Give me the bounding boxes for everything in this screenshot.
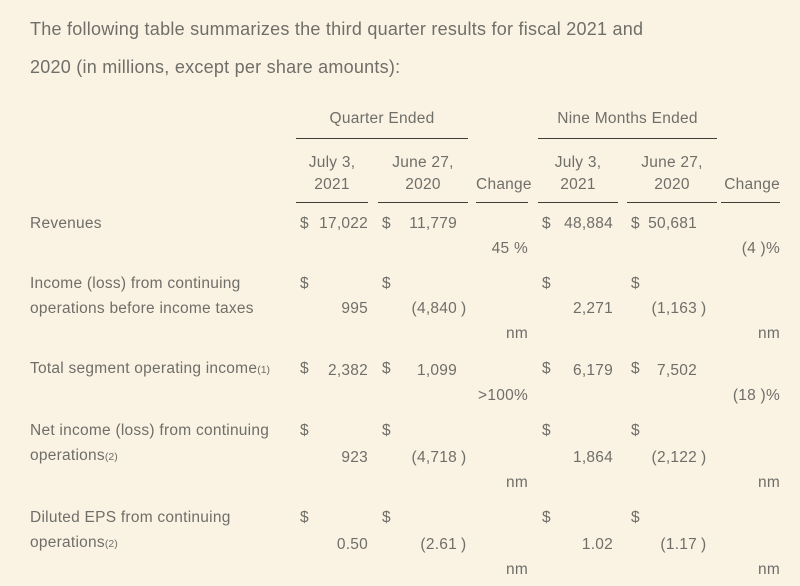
row-label: Income (loss) from continuing operations …: [30, 275, 254, 317]
change-value: nm: [505, 561, 528, 578]
close-paren: ): [461, 300, 467, 317]
nine-months-ended-group-header: Nine Months Ended: [557, 110, 698, 127]
change-value: nm: [505, 474, 528, 491]
close-paren: ): [701, 300, 707, 317]
column-header-rules: [30, 202, 780, 203]
footnote-marker: (2): [104, 451, 118, 463]
amount-value: 2,382: [327, 362, 368, 379]
change-value: 45 %: [491, 240, 528, 257]
footnote-marker: (2): [104, 538, 118, 550]
quarter-ended-rule: [296, 138, 468, 139]
group-header-rules: [30, 138, 780, 139]
change-value: >100%: [478, 387, 528, 404]
dollar-sign: $: [300, 275, 309, 292]
row-label: Diluted EPS from continuing operations(2): [30, 509, 231, 551]
change-value: (4 )%: [741, 240, 780, 257]
amount-value: 7,502: [656, 362, 697, 379]
dollar-sign: $: [542, 360, 551, 377]
col-rule: [627, 202, 717, 203]
dollar-sign: $: [382, 275, 391, 292]
col-rule: [476, 202, 528, 203]
change-value: nm: [757, 325, 780, 342]
group-header-row: Quarter Ended Nine Months Ended: [30, 110, 780, 128]
close-paren: ): [461, 536, 467, 553]
amount-value: 11,779: [409, 215, 457, 232]
table-row: Revenues $17,022 $11,779 $48,884 $50,681 45 %…: [30, 211, 780, 261]
dollar-sign: $: [542, 422, 551, 439]
close-paren: ): [701, 536, 707, 553]
col-rule: [378, 202, 468, 203]
dollar-sign: $: [631, 215, 640, 232]
amount-value: 48,884: [564, 215, 613, 232]
close-paren: ): [701, 449, 707, 466]
dollar-sign: $: [300, 422, 309, 439]
amount-value: 995: [341, 300, 368, 317]
intro-line-1: The following table summarizes the third…: [30, 19, 644, 39]
dollar-sign: $: [382, 509, 391, 526]
column-header-row: July 3, 2021 June 27, 2020 Change July 3…: [30, 152, 780, 196]
amount-value: (4,840: [411, 300, 457, 317]
change-value: nm: [757, 561, 780, 578]
col-rule: [538, 202, 618, 203]
amount-value: 50,681: [648, 215, 697, 232]
col-header-quarter-2020: June 27, 2020: [392, 154, 454, 193]
amount-value: 1,099: [416, 362, 457, 379]
financial-results-table: Quarter Ended Nine Months Ended July 3, …: [30, 110, 780, 586]
row-label: Net income (loss) from continuing operati…: [30, 422, 270, 464]
col-rule: [296, 202, 368, 203]
dollar-sign: $: [300, 215, 309, 232]
change-value: (18 )%: [732, 387, 780, 404]
table-body: Revenues $17,022 $11,779 $48,884 $50,681 45 %…: [30, 211, 780, 586]
amount-value: 17,022: [319, 215, 368, 232]
col-header-quarter-change: Change: [476, 176, 532, 193]
nine-months-ended-rule: [538, 138, 717, 139]
dollar-sign: $: [631, 422, 640, 439]
table-row: Diluted EPS from continuing operations(2)…: [30, 505, 780, 582]
dollar-sign: $: [542, 509, 551, 526]
amount-value: 1,864: [572, 449, 613, 466]
change-value: nm: [757, 474, 780, 491]
change-value: nm: [505, 325, 528, 342]
close-paren: ): [461, 449, 467, 466]
table-row: Net income (loss) from continuing operati…: [30, 418, 780, 495]
amount-value: 923: [341, 449, 368, 466]
dollar-sign: $: [542, 215, 551, 232]
dollar-sign: $: [631, 360, 640, 377]
dollar-sign: $: [542, 275, 551, 292]
amount-value: 2,271: [572, 300, 613, 317]
amount-value: (4,718: [411, 449, 457, 466]
col-rule: [721, 202, 780, 203]
amount-value: 6,179: [572, 362, 613, 379]
table-row: Total segment operating income(1) $2,382 $…: [30, 356, 780, 408]
amount-value: 1.02: [581, 536, 613, 553]
col-header-nine-months-change: Change: [724, 176, 780, 193]
footnote-marker: (1): [257, 364, 271, 376]
dollar-sign: $: [300, 509, 309, 526]
dollar-sign: $: [382, 360, 391, 377]
dollar-sign: $: [300, 360, 309, 377]
amount-value: (2,122: [651, 449, 697, 466]
col-header-quarter-2021: July 3, 2021: [308, 154, 356, 193]
intro-text: The following table summarizes the third…: [30, 10, 775, 86]
amount-value: (2.61: [420, 536, 457, 553]
row-label: Total segment operating income(1): [30, 360, 271, 377]
row-label: Revenues: [30, 215, 102, 232]
dollar-sign: $: [382, 215, 391, 232]
dollar-sign: $: [631, 509, 640, 526]
amount-value: (1.17: [660, 536, 697, 553]
table-row: Income (loss) from continuing operations …: [30, 271, 780, 346]
dollar-sign: $: [382, 422, 391, 439]
col-header-nine-months-2021: July 3, 2021: [554, 154, 602, 193]
amount-value: 0.50: [336, 536, 368, 553]
quarter-ended-group-header: Quarter Ended: [329, 110, 435, 127]
intro-line-2: 2020 (in millions, except per share amou…: [30, 57, 401, 77]
col-header-nine-months-2020: June 27, 2020: [641, 154, 703, 193]
amount-value: (1,163: [651, 300, 697, 317]
dollar-sign: $: [631, 275, 640, 292]
